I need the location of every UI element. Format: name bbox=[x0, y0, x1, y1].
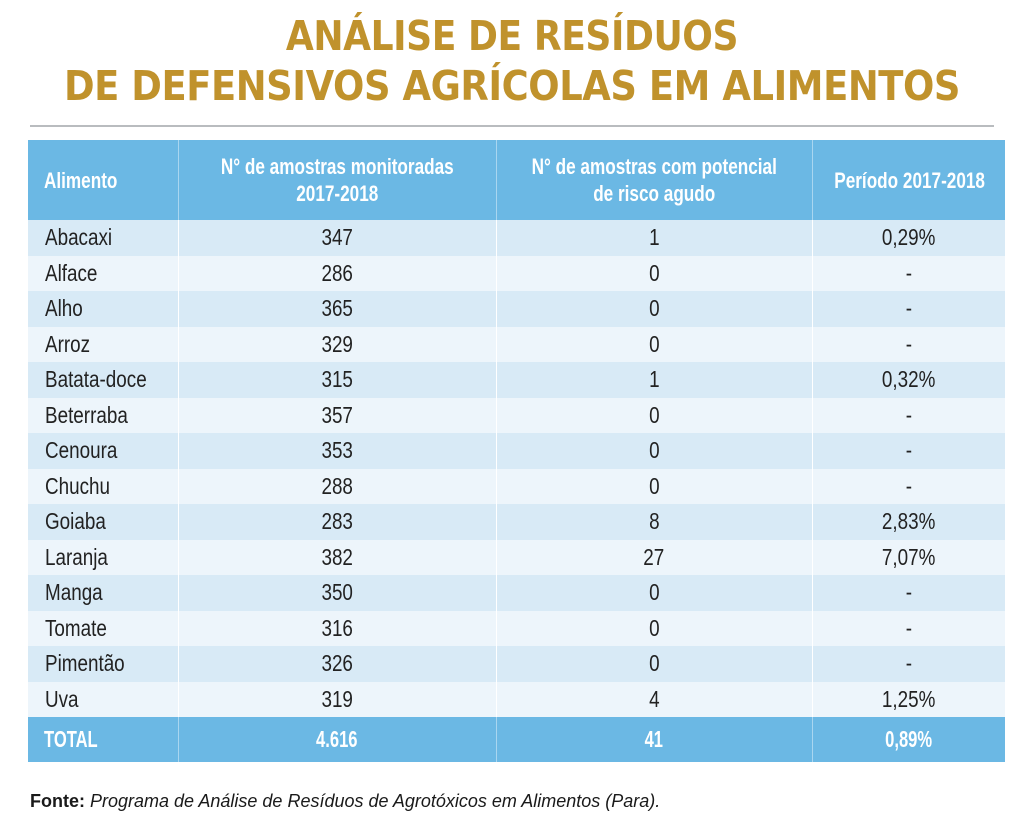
table-row: Laranja 382 27 7,07% bbox=[28, 539, 1005, 575]
cell-alimento: Arroz bbox=[28, 326, 179, 362]
cell-periodo: 0,32% bbox=[812, 362, 1005, 398]
cell-monitoradas: 350 bbox=[178, 575, 497, 611]
cell-monitoradas: 286 bbox=[178, 255, 497, 291]
cell-monitoradas: 319 bbox=[178, 681, 497, 717]
cell-risco: 0 bbox=[496, 610, 813, 646]
cell-monitoradas: 357 bbox=[178, 397, 497, 433]
cell-periodo: - bbox=[812, 468, 1005, 504]
table-header-row: Alimento N° de amostras monitoradas 2017-… bbox=[28, 140, 1005, 220]
cell-risco: 0 bbox=[496, 575, 813, 611]
cell-monitoradas: 347 bbox=[178, 220, 497, 256]
cell-monitoradas: 288 bbox=[178, 468, 497, 504]
total-label: TOTAL bbox=[28, 717, 179, 762]
cell-monitoradas: 315 bbox=[178, 362, 497, 398]
cell-risco: 0 bbox=[496, 291, 813, 327]
cell-risco: 8 bbox=[496, 504, 813, 540]
total-monitoradas: 4.616 bbox=[178, 717, 497, 762]
table-row: Beterraba 357 0- bbox=[28, 397, 1005, 433]
cell-monitoradas: 382 bbox=[178, 539, 497, 575]
cell-alimento: Goiaba bbox=[28, 504, 179, 540]
table-row: Alho 365 0- bbox=[28, 291, 1005, 327]
cell-periodo: 1,25% bbox=[812, 681, 1005, 717]
table-row: Goiaba 283 8 2,83% bbox=[28, 504, 1005, 540]
cell-periodo: - bbox=[812, 291, 1005, 327]
cell-risco: 1 bbox=[496, 362, 813, 398]
header-periodo: Período 2017-2018 bbox=[812, 140, 1005, 220]
total-periodo: 0,89% bbox=[812, 717, 1005, 762]
cell-periodo: - bbox=[812, 610, 1005, 646]
table-row: Manga 350 0- bbox=[28, 575, 1005, 611]
cell-monitoradas: 365 bbox=[178, 291, 497, 327]
cell-alimento: Cenoura bbox=[28, 433, 179, 469]
cell-monitoradas: 353 bbox=[178, 433, 497, 469]
table-row: Cenoura 353 0- bbox=[28, 433, 1005, 469]
cell-risco: 0 bbox=[496, 326, 813, 362]
cell-periodo: - bbox=[812, 326, 1005, 362]
cell-periodo: 7,07% bbox=[812, 539, 1005, 575]
cell-monitoradas: 329 bbox=[178, 326, 497, 362]
cell-risco: 0 bbox=[496, 468, 813, 504]
cell-periodo: 2,83% bbox=[812, 504, 1005, 540]
source-note: Fonte: Programa de Análise de Resíduos d… bbox=[30, 791, 660, 812]
cell-alimento: Alho bbox=[28, 291, 179, 327]
table-row: Alface 286 0- bbox=[28, 255, 1005, 291]
cell-risco: 0 bbox=[496, 433, 813, 469]
cell-periodo: - bbox=[812, 255, 1005, 291]
page-title-line-2: DE DEFENSIVOS AGRÍCOLAS EM ALIMENTOS bbox=[63, 62, 961, 110]
cell-alimento: Pimentão bbox=[28, 646, 179, 682]
cell-periodo: - bbox=[812, 646, 1005, 682]
total-risco: 41 bbox=[496, 717, 813, 762]
header-monitoradas: N° de amostras monitoradas 2017-2018 bbox=[178, 140, 497, 220]
table-row: Tomate 316 0- bbox=[28, 610, 1005, 646]
cell-periodo: - bbox=[812, 575, 1005, 611]
cell-risco: 1 bbox=[496, 220, 813, 256]
residue-table: Alimento N° de amostras monitoradas 2017-… bbox=[28, 140, 1005, 762]
header-risco-agudo: N° de amostras com potencial de risco agu… bbox=[496, 140, 813, 220]
header-alimento: Alimento bbox=[28, 140, 179, 220]
cell-alimento: Abacaxi bbox=[28, 220, 179, 256]
source-label: Fonte: bbox=[30, 791, 85, 811]
table-body: Abacaxi 347 1 0,29% Alface 286 0- Alho 365 0- Arro… bbox=[28, 220, 1005, 717]
cell-risco: 0 bbox=[496, 646, 813, 682]
cell-risco: 4 bbox=[496, 681, 813, 717]
cell-monitoradas: 326 bbox=[178, 646, 497, 682]
page-title-line-1: ANÁLISE DE RESÍDUOS bbox=[285, 12, 739, 60]
cell-risco: 27 bbox=[496, 539, 813, 575]
cell-alimento: Tomate bbox=[28, 610, 179, 646]
cell-alimento: Uva bbox=[28, 681, 179, 717]
table-row: Pimentão 326 0- bbox=[28, 646, 1005, 682]
cell-alimento: Manga bbox=[28, 575, 179, 611]
cell-alimento: Laranja bbox=[28, 539, 179, 575]
table-row: Abacaxi 347 1 0,29% bbox=[28, 220, 1005, 256]
cell-periodo: 0,29% bbox=[812, 220, 1005, 256]
cell-risco: 0 bbox=[496, 255, 813, 291]
cell-monitoradas: 316 bbox=[178, 610, 497, 646]
table-row: Uva 319 4 1,25% bbox=[28, 681, 1005, 717]
cell-alimento: Batata-doce bbox=[28, 362, 179, 398]
total-row: TOTAL 4.616 41 0,89% bbox=[28, 717, 1005, 762]
cell-periodo: - bbox=[812, 397, 1005, 433]
cell-alimento: Beterraba bbox=[28, 397, 179, 433]
cell-alimento: Alface bbox=[28, 255, 179, 291]
source-text: Programa de Análise de Resíduos de Agrot… bbox=[90, 791, 661, 811]
table-row: Arroz 329 0- bbox=[28, 326, 1005, 362]
cell-periodo: - bbox=[812, 433, 1005, 469]
cell-monitoradas: 283 bbox=[178, 504, 497, 540]
cell-risco: 0 bbox=[496, 397, 813, 433]
table-row: Batata-doce 315 1 0,32% bbox=[28, 362, 1005, 398]
title-divider bbox=[30, 125, 994, 127]
table-row: Chuchu 288 0- bbox=[28, 468, 1005, 504]
cell-alimento: Chuchu bbox=[28, 468, 179, 504]
